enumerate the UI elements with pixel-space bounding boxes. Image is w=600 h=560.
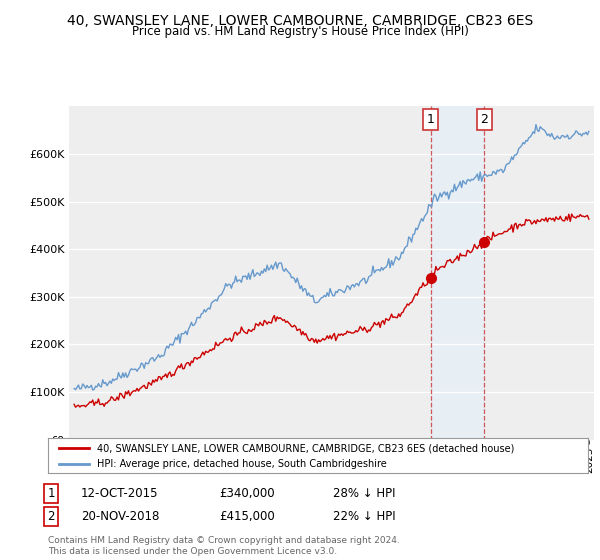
Text: 12-OCT-2015: 12-OCT-2015 [81, 487, 158, 501]
Text: 20-NOV-2018: 20-NOV-2018 [81, 510, 160, 523]
Text: 28% ↓ HPI: 28% ↓ HPI [333, 487, 395, 501]
Bar [431, 106, 484, 440]
Text: 2: 2 [47, 510, 55, 523]
Text: £415,000: £415,000 [219, 510, 275, 523]
Text: Contains HM Land Registry data © Crown copyright and database right 2024.
This d: Contains HM Land Registry data © Crown c… [48, 536, 400, 556]
Text: 1: 1 [47, 487, 55, 501]
Text: 40, SWANSLEY LANE, LOWER CAMBOURNE, CAMBRIDGE, CB23 6ES (detached house): 40, SWANSLEY LANE, LOWER CAMBOURNE, CAMB… [97, 443, 514, 453]
Text: £340,000: £340,000 [219, 487, 275, 501]
Text: 1: 1 [427, 113, 434, 126]
Text: 22% ↓ HPI: 22% ↓ HPI [333, 510, 395, 523]
Text: 40, SWANSLEY LANE, LOWER CAMBOURNE, CAMBRIDGE, CB23 6ES: 40, SWANSLEY LANE, LOWER CAMBOURNE, CAMB… [67, 14, 533, 28]
Text: HPI: Average price, detached house, South Cambridgeshire: HPI: Average price, detached house, Sout… [97, 459, 386, 469]
Text: 2: 2 [480, 113, 488, 126]
Text: Price paid vs. HM Land Registry's House Price Index (HPI): Price paid vs. HM Land Registry's House … [131, 25, 469, 38]
